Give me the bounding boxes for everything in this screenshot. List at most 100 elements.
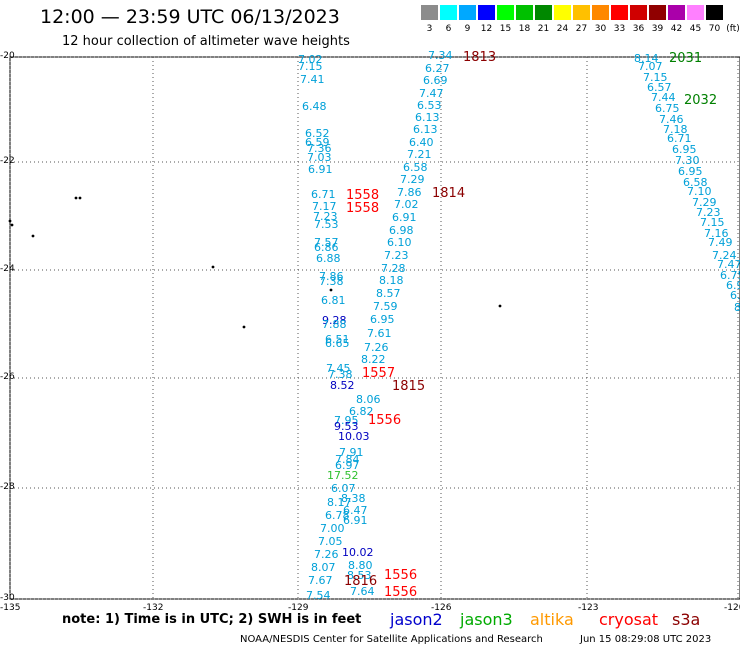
swh-value-east: 6.71 <box>667 132 692 145</box>
swh-value-east: 7.15 <box>643 71 668 84</box>
swh-value-middle: 7.23 <box>384 249 409 262</box>
swh-value-west: 6.47 <box>343 504 368 517</box>
swh-value-middle: 6.27 <box>425 62 450 75</box>
legend-swatch <box>478 5 495 20</box>
swh-value-west: 7.05 <box>318 535 343 548</box>
satellite-label-jason2: jason2 <box>390 610 443 629</box>
lat-tick-label: -20 <box>0 51 15 61</box>
pass-time-1558: 1558 <box>346 201 379 216</box>
legend-label: 33 <box>613 24 626 34</box>
swh-value-middle: 6.58 <box>403 161 428 174</box>
swh-value-west: 7.91 <box>339 446 364 459</box>
legend-swatch <box>497 5 514 20</box>
swh-value-west: 7.53 <box>314 218 339 231</box>
swh-value-middle: 7.47 <box>419 87 444 100</box>
legend-swatch <box>687 5 704 20</box>
swh-value-east: 6.75 <box>655 102 680 115</box>
legend-swatch <box>573 5 590 20</box>
satellite-label-s3a: s3a <box>672 610 701 629</box>
satellite-label-altika: altika <box>530 610 574 629</box>
swh-value-west: 6.86 <box>314 241 339 254</box>
legend-swatch <box>706 5 723 20</box>
island-marker <box>242 325 246 329</box>
swh-value-middle: 8.57 <box>376 287 401 300</box>
swh-value-west: 7.86 <box>319 270 344 283</box>
swh-value-east: 7.30 <box>675 154 700 167</box>
swh-value-west: 8.53 <box>347 569 372 582</box>
swh-value-middle: 6.69 <box>423 74 448 87</box>
pass-time-1556: 1556 <box>384 568 417 583</box>
legend-swatch <box>459 5 476 20</box>
pass-time-2031: 2031 <box>669 51 702 66</box>
legend-swatch <box>440 5 457 20</box>
swh-value-east: 7.18 <box>663 123 688 136</box>
swh-value-east: 7.49 <box>708 236 733 249</box>
swh-value-west: 7.38 <box>328 368 353 381</box>
legend-label: 42 <box>670 24 683 34</box>
lat-tick-label: -30 <box>0 593 15 603</box>
swh-value-east: 7.10 <box>687 185 712 198</box>
lat-tick-label: -22 <box>0 156 15 166</box>
swh-value-west: 6.48 <box>302 100 327 113</box>
swh-value-west: 7.84 <box>335 453 360 466</box>
swh-value-west: 7.03 <box>307 151 332 164</box>
swh-value-middle: 6.40 <box>409 136 434 149</box>
swh-value-middle: 8.18 <box>379 274 404 287</box>
swh-value-east: 7.15 <box>700 216 725 229</box>
swh-value-middle: 6.91 <box>392 211 417 224</box>
lon-tick-label: -135 <box>0 603 21 613</box>
swh-value-middle: 6.13 <box>413 123 438 136</box>
pass-time-1557: 1557 <box>362 366 395 381</box>
legend-label: 39 <box>651 24 664 34</box>
islands <box>8 196 502 329</box>
pass-time-2032: 2032 <box>684 93 717 108</box>
legend-label: 30 <box>594 24 607 34</box>
legend-label: 36 <box>632 24 645 34</box>
legend-swatch <box>554 5 571 20</box>
island-marker <box>74 196 78 200</box>
swh-value-middle: 7.34 <box>428 49 453 62</box>
swh-value-east: 8 <box>734 301 740 314</box>
swh-value-west: 7.23 <box>313 210 338 223</box>
swh-value-west: 7.45 <box>326 362 351 375</box>
legend-swatch <box>516 5 533 20</box>
swh-value-east: 6.95 <box>678 165 703 178</box>
swh-value-middle: 7.86 <box>397 186 422 199</box>
swh-value-west: 7.26 <box>314 548 339 561</box>
swh-value-west: 7.15 <box>298 60 323 73</box>
swh-value-west: 7.67 <box>308 574 333 587</box>
legend-label: 9 <box>464 24 471 34</box>
swh-value-west: 8.17 <box>327 496 352 509</box>
legend-swatch <box>535 5 552 20</box>
swh-value-east: 6. <box>730 289 740 302</box>
swh-value-west: 9.28 <box>322 314 347 327</box>
swh-value-west: 7.36 <box>307 142 332 155</box>
legend-label: 12 <box>480 24 493 34</box>
legend-swatch <box>421 5 438 20</box>
generation-timestamp: Jun 15 08:29:08 UTC 2023 <box>580 634 712 645</box>
swh-value-west: 8.07 <box>311 561 336 574</box>
pass-time-1815: 1815 <box>392 379 425 394</box>
satellite-label-jason3: jason3 <box>460 610 513 629</box>
swh-value-east: 7.47 <box>717 258 740 271</box>
swh-value-west: 8.38 <box>341 492 366 505</box>
lat-tick-label: -24 <box>0 264 15 274</box>
pass-time-1556: 1556 <box>368 413 401 428</box>
pass-time-1816: 1816 <box>344 574 377 589</box>
swh-value-west: 10.02 <box>342 546 374 559</box>
pass-time-1558: 1558 <box>346 188 379 203</box>
island-marker <box>31 234 35 238</box>
pass-time-1556: 1556 <box>384 585 417 600</box>
swh-value-east: 7.44 <box>651 91 676 104</box>
swh-value-east: 6.75 <box>720 269 740 282</box>
swh-value-middle: 7.21 <box>407 148 432 161</box>
swh-value-west: 8.80 <box>348 559 373 572</box>
island-marker <box>78 196 82 200</box>
satellite-label-cryosat: cryosat <box>599 610 659 629</box>
swh-value-west: 7.95 <box>334 414 359 427</box>
legend-swatch <box>592 5 609 20</box>
swh-value-east: 7.23 <box>696 206 721 219</box>
lat-tick-label: -26 <box>0 372 15 382</box>
legend-swatch <box>668 5 685 20</box>
